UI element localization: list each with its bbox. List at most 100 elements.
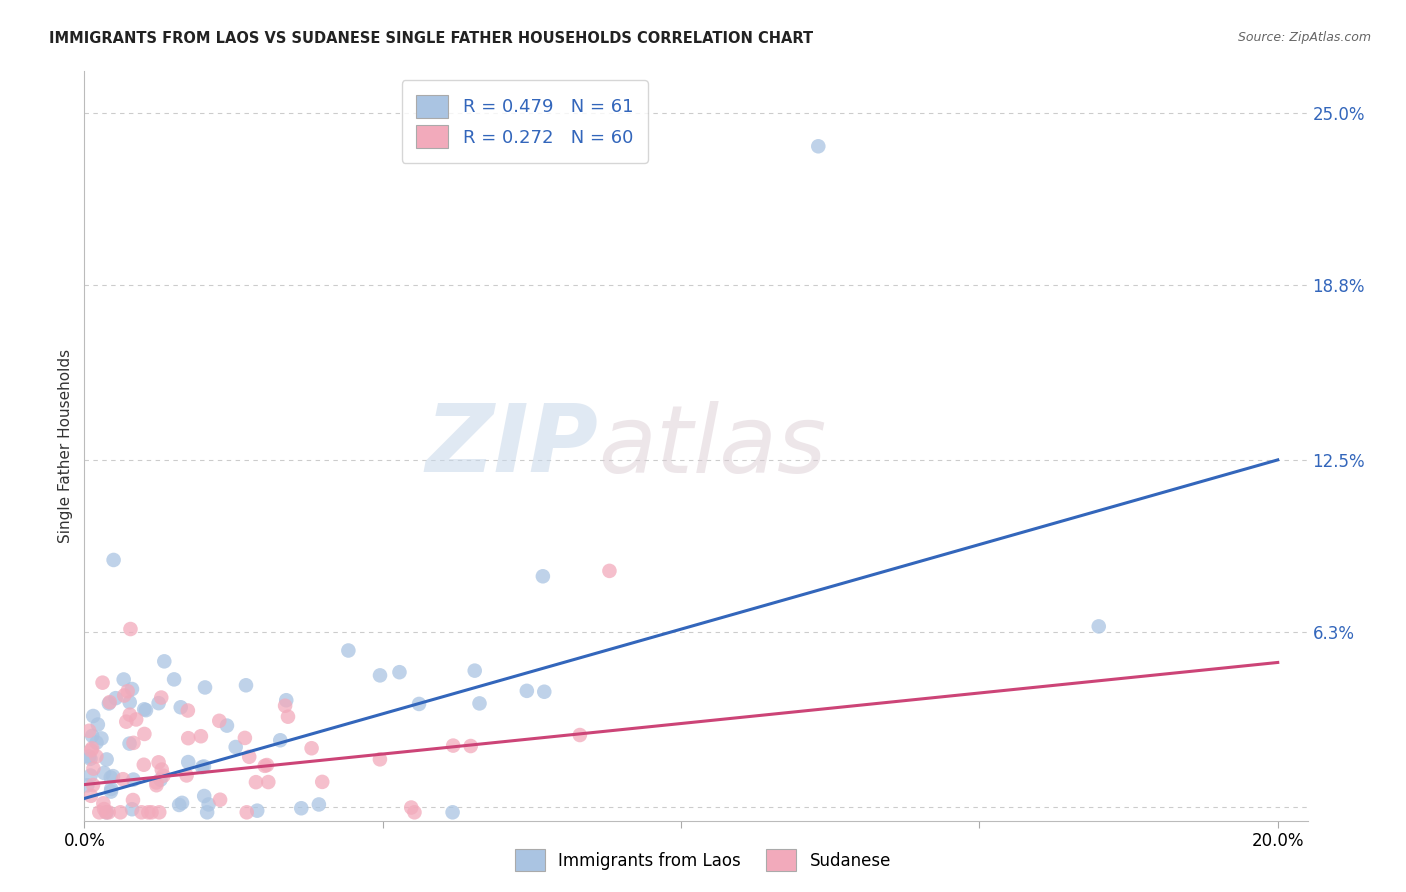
Text: atlas: atlas bbox=[598, 401, 827, 491]
Point bbox=[568, 728, 591, 742]
Point bbox=[125, 713, 148, 727]
Point bbox=[112, 673, 135, 687]
Point bbox=[150, 763, 173, 777]
Point bbox=[531, 569, 554, 583]
Point bbox=[117, 684, 139, 698]
Point bbox=[167, 797, 190, 812]
Point bbox=[233, 731, 256, 745]
Point bbox=[93, 802, 115, 816]
Point bbox=[388, 665, 411, 680]
Point bbox=[82, 741, 104, 756]
Point bbox=[77, 749, 100, 764]
Point bbox=[150, 690, 173, 705]
Point bbox=[110, 805, 132, 820]
Point bbox=[131, 805, 153, 820]
Point bbox=[468, 697, 491, 711]
Point bbox=[86, 736, 108, 750]
Point bbox=[111, 772, 134, 787]
Point bbox=[82, 778, 104, 792]
Point bbox=[807, 139, 830, 153]
Point bbox=[337, 643, 360, 657]
Point bbox=[100, 771, 122, 785]
Y-axis label: Single Father Households: Single Father Households bbox=[58, 349, 73, 543]
Point bbox=[121, 681, 143, 696]
Point bbox=[120, 622, 142, 636]
Point bbox=[118, 737, 141, 751]
Point bbox=[177, 704, 200, 718]
Point bbox=[79, 752, 101, 766]
Point bbox=[112, 689, 135, 703]
Point bbox=[441, 805, 464, 820]
Point bbox=[404, 805, 426, 820]
Legend: R = 0.479   N = 61, R = 0.272   N = 60: R = 0.479 N = 61, R = 0.272 N = 60 bbox=[402, 80, 648, 163]
Point bbox=[460, 739, 482, 753]
Point bbox=[235, 678, 257, 692]
Point bbox=[87, 717, 110, 731]
Point bbox=[94, 805, 117, 820]
Point bbox=[190, 729, 212, 743]
Point bbox=[225, 739, 247, 754]
Point bbox=[193, 759, 215, 773]
Point bbox=[269, 733, 291, 747]
Point bbox=[246, 804, 269, 818]
Point bbox=[122, 736, 145, 750]
Point bbox=[153, 654, 176, 668]
Point bbox=[170, 796, 193, 810]
Point bbox=[135, 703, 157, 717]
Point bbox=[464, 664, 486, 678]
Point bbox=[399, 800, 422, 814]
Point bbox=[97, 805, 120, 820]
Point bbox=[176, 768, 198, 782]
Point bbox=[197, 797, 219, 812]
Point bbox=[89, 805, 111, 820]
Legend: Immigrants from Laos, Sudanese: Immigrants from Laos, Sudanese bbox=[506, 841, 900, 880]
Point bbox=[245, 775, 267, 789]
Point bbox=[215, 718, 238, 732]
Point bbox=[145, 778, 167, 792]
Point bbox=[132, 757, 155, 772]
Point bbox=[301, 741, 323, 756]
Point bbox=[191, 760, 214, 774]
Point bbox=[238, 749, 260, 764]
Point bbox=[101, 769, 124, 783]
Point bbox=[441, 739, 464, 753]
Point bbox=[193, 789, 215, 803]
Point bbox=[103, 553, 125, 567]
Text: IMMIGRANTS FROM LAOS VS SUDANESE SINGLE FATHER HOUSEHOLDS CORRELATION CHART: IMMIGRANTS FROM LAOS VS SUDANESE SINGLE … bbox=[49, 31, 813, 46]
Point bbox=[276, 693, 298, 707]
Point bbox=[136, 805, 159, 820]
Point bbox=[118, 695, 141, 709]
Point bbox=[134, 702, 156, 716]
Point bbox=[82, 762, 104, 776]
Point bbox=[96, 752, 118, 766]
Point bbox=[98, 695, 121, 709]
Point bbox=[82, 729, 104, 743]
Point bbox=[86, 749, 108, 764]
Point bbox=[118, 707, 141, 722]
Point bbox=[235, 805, 257, 820]
Point bbox=[163, 673, 186, 687]
Text: ZIP: ZIP bbox=[425, 400, 598, 492]
Text: Source: ZipAtlas.com: Source: ZipAtlas.com bbox=[1237, 31, 1371, 45]
Point bbox=[533, 684, 555, 698]
Point bbox=[1087, 619, 1109, 633]
Point bbox=[91, 675, 114, 690]
Point bbox=[141, 805, 163, 820]
Point bbox=[80, 743, 103, 757]
Point bbox=[148, 696, 170, 710]
Point bbox=[148, 805, 170, 820]
Point bbox=[274, 698, 297, 713]
Point bbox=[408, 697, 430, 711]
Point bbox=[121, 802, 143, 816]
Point bbox=[368, 668, 391, 682]
Point bbox=[177, 731, 200, 746]
Point bbox=[177, 755, 200, 769]
Point bbox=[308, 797, 330, 812]
Point bbox=[80, 789, 103, 803]
Point bbox=[209, 793, 232, 807]
Point bbox=[195, 805, 218, 820]
Point bbox=[311, 775, 333, 789]
Point bbox=[93, 766, 115, 780]
Point bbox=[79, 768, 101, 782]
Point bbox=[290, 801, 312, 815]
